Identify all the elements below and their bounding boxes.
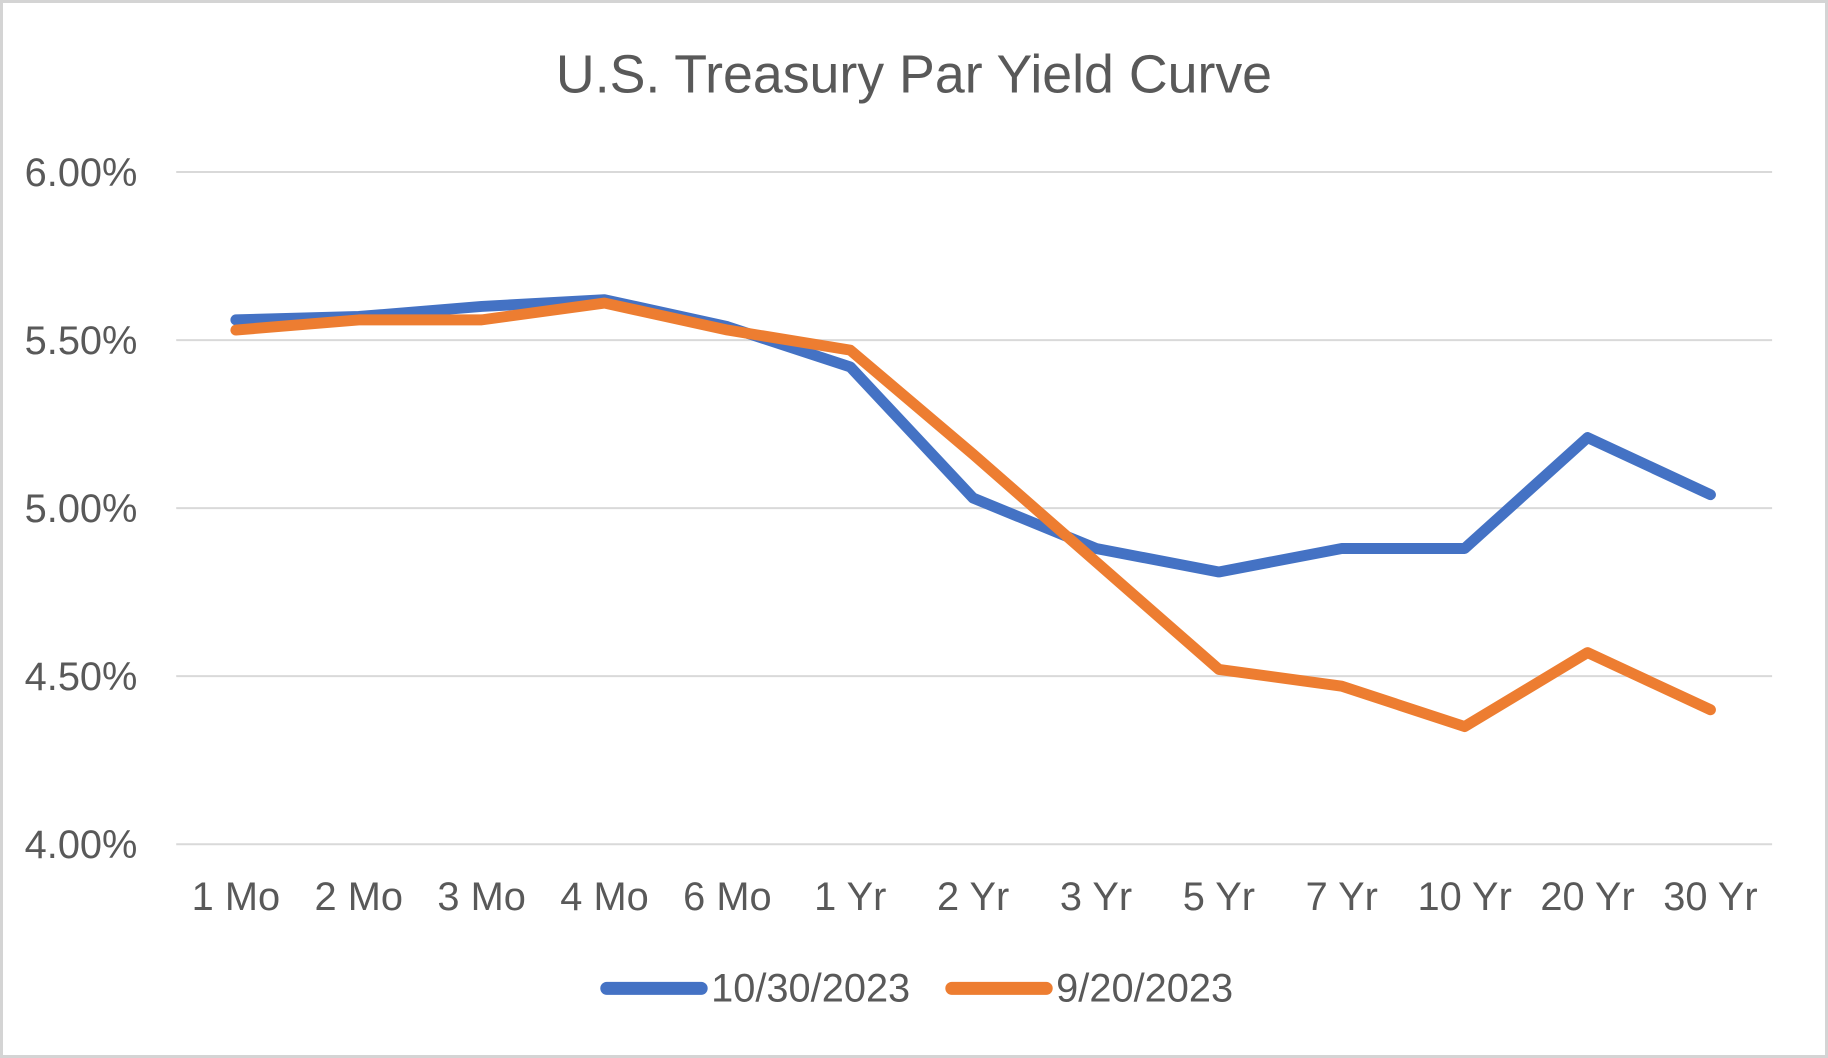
y-axis-label: 4.50% — [25, 655, 138, 699]
legend-label: 9/20/2023 — [1056, 966, 1233, 1010]
series-line-9-20-2023 — [230, 297, 1716, 733]
x-axis-label: 2 Yr — [937, 875, 1009, 919]
y-axis-label: 6.00% — [25, 151, 138, 195]
chart-title: U.S. Treasury Par Yield Curve — [556, 44, 1272, 104]
gridlines — [176, 171, 1773, 846]
x-axis-label: 3 Yr — [1060, 875, 1132, 919]
x-axis-label: 20 Yr — [1540, 875, 1634, 919]
x-axis-label: 3 Mo — [437, 875, 525, 919]
y-axis-label: 5.00% — [25, 487, 138, 531]
x-axis-label: 10 Yr — [1417, 875, 1511, 919]
series-lines — [230, 294, 1716, 733]
x-axis-label: 1 Mo — [192, 875, 280, 919]
x-axis-labels: 1 Mo 2 Mo 3 Mo 4 Mo 6 Mo 1 Yr 2 Yr 3 Yr 5 Yr 7 Yr… — [192, 875, 1758, 919]
x-axis-label: 30 Yr — [1663, 875, 1757, 919]
x-axis-label: 2 Mo — [315, 875, 403, 919]
y-axis-label: 5.50% — [25, 319, 138, 363]
y-axis-label: 4.00% — [25, 823, 138, 867]
legend-item-9-20-2023: 9/20/2023 — [945, 966, 1233, 1010]
legend: 10/30/2023 9/20/2023 — [600, 966, 1233, 1010]
y-axis-labels: 6.00% 5.50% 5.00% 4.50% 4.00% — [25, 151, 138, 867]
series-line-10-30-2023 — [230, 294, 1716, 578]
yield-curve-chart: 6.00% 5.50% 5.00% 4.50% 4.00% 1 Mo 2 Mo 3 Mo 4 … — [25, 44, 1773, 1010]
x-axis-label: 5 Yr — [1183, 875, 1255, 919]
x-axis-label: 1 Yr — [814, 875, 886, 919]
x-axis-label: 4 Mo — [560, 875, 648, 919]
legend-label: 10/30/2023 — [711, 966, 910, 1010]
x-axis-label: 6 Mo — [683, 875, 771, 919]
x-axis-label: 7 Yr — [1306, 875, 1378, 919]
legend-item-10-30-2023: 10/30/2023 — [600, 966, 910, 1010]
